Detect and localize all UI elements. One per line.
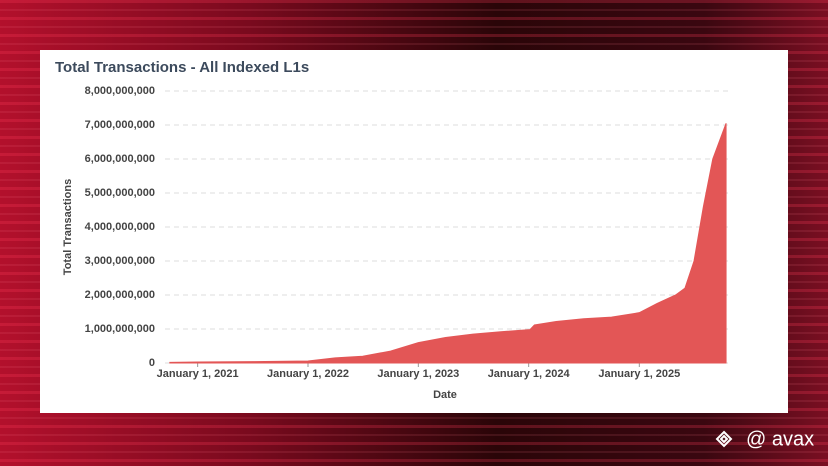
logo: [715, 430, 733, 448]
area: [169, 123, 727, 364]
y-tick-label: 5,000,000,000: [85, 187, 155, 199]
y-tick-label: 1,000,000,000: [85, 323, 155, 335]
x-tick-label: January 1, 2023: [377, 368, 459, 380]
y-tick-label: 3,000,000,000: [85, 255, 155, 267]
y-tick-label: 4,000,000,000: [85, 221, 155, 233]
x-tick-label: January 1, 2021: [157, 368, 239, 380]
chart-title: Total Transactions - All Indexed L1s: [55, 59, 309, 76]
y-tick-label: 7,000,000,000: [85, 119, 155, 131]
y-tick-label: 6,000,000,000: [85, 153, 155, 165]
x-tick-label: January 1, 2022: [267, 368, 349, 380]
y-tick-label: 0: [149, 357, 155, 369]
x-tick-label: January 1, 2024: [488, 368, 571, 380]
watermark: @ avax: [746, 428, 814, 450]
y-tick-label: 2,000,000,000: [85, 289, 155, 301]
y-tick-label: 8,000,000,000: [85, 85, 155, 97]
y-axis-label: Total Transactions: [62, 179, 74, 275]
x-axis-label: Date: [433, 389, 457, 401]
x-tick-label: January 1, 2025: [598, 368, 680, 380]
